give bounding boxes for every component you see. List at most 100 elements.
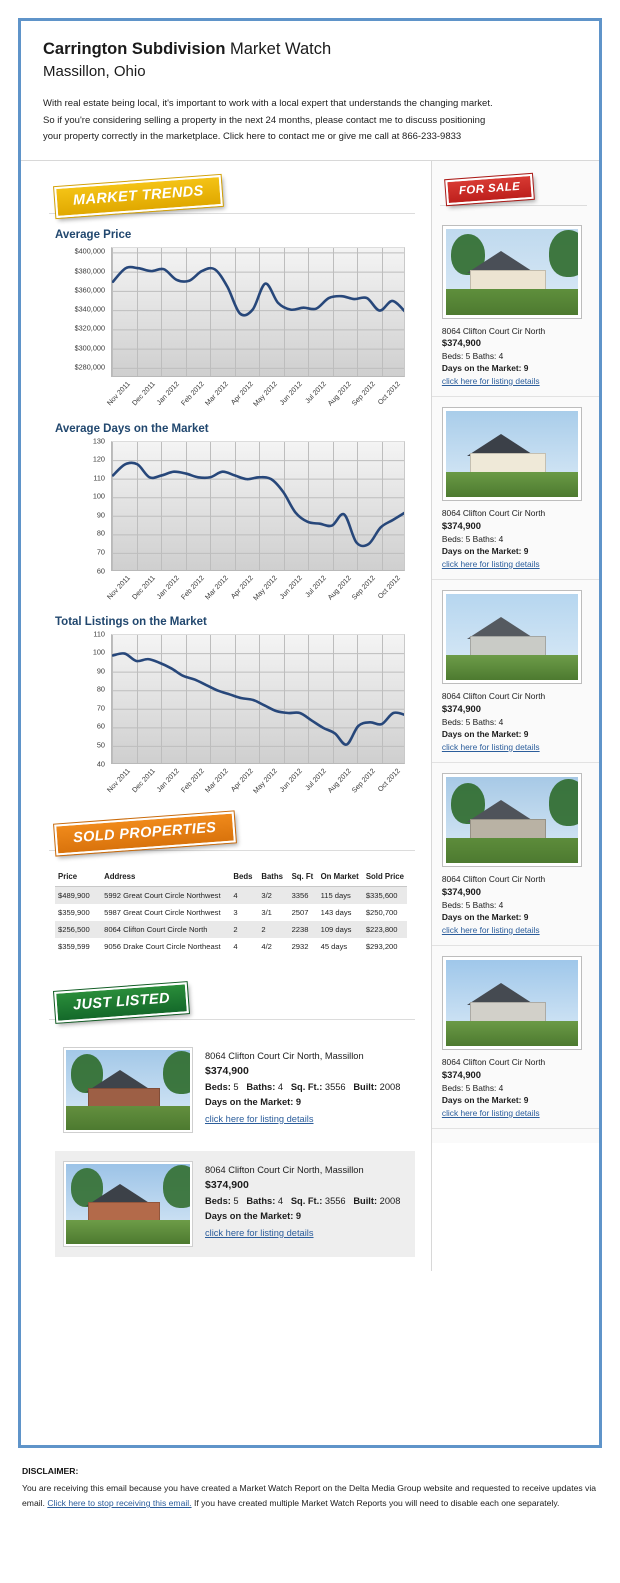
photo-lawn (445, 288, 578, 315)
cell-address: 5992 Great Court Circle Northwest (101, 886, 231, 904)
for-sale-section-header: FOR SALE (432, 172, 599, 215)
chart-svg (112, 247, 404, 376)
listing-address: 8064 Clifton Court Cir North (441, 325, 546, 336)
listing-address: 8064 Clifton Court Cir North (441, 508, 546, 519)
y-tick-label: $380,000 (74, 266, 105, 276)
table-row: $359,900 5987 Great Court Circle Northwes… (55, 904, 407, 921)
y-tick-label: $340,000 (74, 304, 105, 314)
y-tick-label: 80 (96, 528, 105, 538)
chart-svg (112, 634, 404, 763)
cell-price: $489,900 (55, 886, 102, 904)
listing-days-on-market: Days on the Market: 9 (441, 729, 529, 740)
x-tick-label: Feb 2012 (179, 573, 206, 601)
listing-days-on-market: Days on the Market: 9 (441, 363, 529, 374)
listing-specs: Beds: 5 Baths: 4 Sq. Ft.: 3556 Built: 20… (205, 1195, 401, 1206)
col-price: Price (55, 867, 102, 887)
listing-details-link[interactable]: click here for listing details (441, 1107, 540, 1118)
listing-photo[interactable] (441, 956, 582, 1051)
x-tick-label: Nov 2011 (105, 379, 133, 407)
y-tick-label: 90 (96, 510, 105, 520)
x-tick-label: Dec 2011 (130, 766, 157, 794)
listing-details-link[interactable]: click here for listing details (441, 375, 540, 386)
listing-specs: Beds: 5 Baths: 4 Sq. Ft.: 3556 Built: 20… (205, 1081, 401, 1092)
listing-beds-baths: Beds: 5 Baths: 4 (441, 899, 504, 910)
listing-price: $374,900 (441, 520, 481, 532)
listing-photo[interactable] (441, 224, 582, 319)
x-tick-label: Mar 2012 (203, 573, 231, 601)
listing-details-link[interactable]: click here for listing details (441, 924, 540, 935)
y-tick-label: $400,000 (74, 246, 105, 256)
x-tick-label: Jul 2012 (303, 573, 329, 599)
chart-average-days-on-market: Average Days on the Market 60 70 80 90 100 11… (21, 422, 431, 602)
cell-price: $359,900 (58, 907, 90, 917)
photo-roof (466, 982, 535, 1005)
for-sale-listing: 8064 Clifton Court Cir North $374,900 Beds… (431, 763, 599, 947)
disclaimer-text-part-2: If you have created multiple Market Watc… (191, 1498, 560, 1508)
gray-ranch-house-photo (445, 594, 578, 681)
photo-lawn (445, 654, 578, 681)
listing-details-link[interactable]: click here for listing details (441, 741, 540, 752)
listing-photo[interactable] (63, 1046, 193, 1133)
cell-on-market: 45 days (320, 941, 348, 951)
y-axis-total-listings: 40 50 60 70 80 90 100 110 (55, 629, 109, 768)
chart-svg (112, 441, 404, 570)
disclaimer-title: DISCLAIMER: (22, 1466, 79, 1476)
listing-photo[interactable] (441, 590, 582, 685)
main-column: MARKET TRENDS Average Price $280,000 $300… (21, 161, 431, 1271)
market-trends-ribbon: MARKET TRENDS (53, 173, 224, 219)
x-tick-label: Jun 2012 (277, 573, 304, 601)
cell-baths: 3/1 (261, 907, 272, 917)
x-tick-label: Aug 2012 (325, 766, 353, 795)
photo-roof (85, 1070, 154, 1093)
cell-sqft: 3356 (288, 886, 318, 904)
x-axis-total-listings: Nov 2011 Dec 2011 Jan 2012 Feb 2012 Mar 2012… (106, 766, 405, 809)
listing-beds-baths: Beds: 5 Baths: 4 (441, 716, 504, 727)
photo-lawn (445, 837, 578, 864)
chart-average-price: Average Price $280,000 $300,000 $320,000 $3… (21, 229, 431, 408)
page-subtitle: Massillon, Ohio (43, 63, 146, 80)
listing-details-link[interactable]: click here for listing details (441, 558, 540, 569)
listing-photo[interactable] (441, 773, 582, 868)
y-tick-label: 40 (96, 759, 105, 768)
listing-price: $374,900 (441, 1068, 481, 1080)
sold-properties-table: Price Address Beds Baths Sq. Ft On Marke… (55, 867, 407, 955)
cell-beds: 2 (230, 920, 259, 938)
unsubscribe-link[interactable]: Click here to stop receiving this email. (47, 1498, 192, 1508)
photo-roof (466, 433, 535, 456)
photo-roof (466, 799, 535, 822)
chart-title-average-days: Average Days on the Market (55, 422, 209, 435)
y-tick-label: 50 (96, 740, 105, 750)
disclaimer-body: You are receiving this email because you… (22, 1481, 598, 1511)
chart-series-line (112, 265, 404, 317)
cell-sold-price: $250,700 (365, 907, 398, 917)
listing-photo[interactable] (63, 1160, 193, 1247)
x-tick-label: Jan 2012 (155, 379, 182, 407)
listing-beds-baths: Beds: 5 Baths: 4 (441, 533, 504, 544)
listing-photo[interactable] (441, 407, 582, 502)
x-tick-label: Sep 2012 (350, 379, 378, 408)
stone-tudor-house-photo (445, 777, 578, 864)
photo-lawn (445, 471, 578, 498)
x-tick-label: Dec 2011 (130, 379, 157, 407)
intro-line-2: So if you're considering selling a prope… (43, 114, 486, 126)
cell-on-market: 143 days (320, 907, 352, 917)
for-sale-sidebar: FOR SALE 8064 Clifton Court Cir North $37… (431, 160, 599, 1144)
cell-baths: 2 (258, 920, 289, 938)
listing-details-link[interactable]: click here for listing details (205, 1227, 314, 1238)
listing-address: 8064 Clifton Court Cir North (441, 874, 546, 885)
x-tick-label: Jun 2012 (277, 379, 304, 407)
y-tick-label: 60 (96, 721, 105, 731)
listing-days-on-market: Days on the Market: 9 (205, 1097, 302, 1107)
y-tick-label: 60 (96, 566, 105, 575)
cell-price: $256,500 (55, 920, 102, 938)
listing-days-on-market: Days on the Market: 9 (205, 1211, 302, 1221)
cell-beds: 4 (230, 886, 259, 904)
x-tick-label: May 2012 (251, 379, 280, 408)
x-tick-label: May 2012 (251, 573, 280, 602)
disclaimer-text-part-1: You are receiving this email because you… (22, 1483, 597, 1508)
listing-address: 8064 Clifton Court Cir North (441, 691, 546, 702)
photo-tree (548, 230, 578, 277)
cell-on-market: 115 days (317, 886, 363, 904)
listing-beds-baths: Beds: 5 Baths: 4 (441, 350, 504, 361)
listing-details-link[interactable]: click here for listing details (205, 1113, 314, 1124)
